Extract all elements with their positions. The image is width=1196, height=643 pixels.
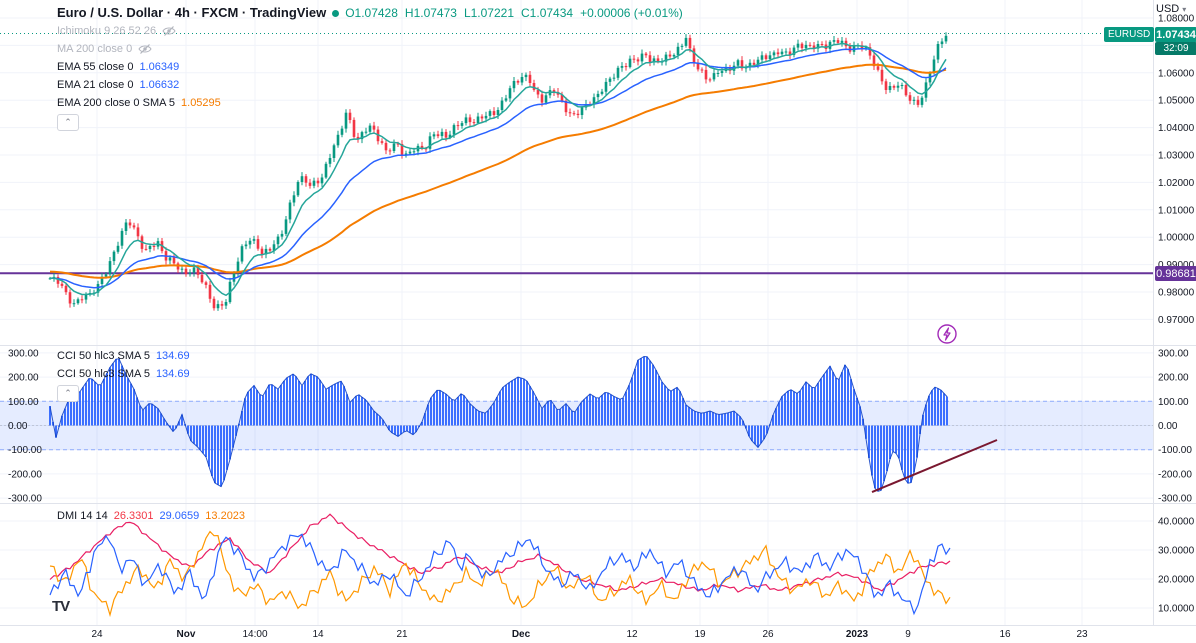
- svg-text:20.0000: 20.0000: [1158, 575, 1195, 586]
- svg-text:1.04000: 1.04000: [1158, 123, 1195, 134]
- svg-text:200.00: 200.00: [1158, 373, 1189, 384]
- svg-text:0.99000: 0.99000: [1158, 260, 1195, 271]
- currency-dropdown[interactable]: USD ▾: [1156, 3, 1186, 15]
- svg-text:1.01000: 1.01000: [1158, 205, 1195, 216]
- svg-text:16: 16: [999, 629, 1011, 640]
- dmi-minus-di-value: 13.2023: [205, 510, 246, 522]
- symbol-title-row[interactable]: Euro / U.S. Dollar · 4h · FXCM · Trading…: [57, 5, 683, 21]
- svg-text:12: 12: [626, 629, 638, 640]
- indicator-row-ema55[interactable]: EMA 55 close 0 1.06349: [57, 60, 683, 74]
- svg-text:100.00: 100.00: [1158, 397, 1189, 408]
- svg-text:14: 14: [312, 629, 324, 640]
- svg-text:19: 19: [694, 629, 706, 640]
- svg-text:1.08000: 1.08000: [1158, 14, 1195, 25]
- visibility-off-icon[interactable]: [162, 25, 176, 37]
- dmi-legend: DMI 14 14 26.3301 29.0659 13.2023: [57, 509, 245, 523]
- quick-trade-icon[interactable]: [936, 323, 958, 345]
- svg-text:21: 21: [396, 629, 408, 640]
- indicator-row-ichimoku[interactable]: Ichimoku 9 26 52 26: [57, 24, 683, 38]
- ema21-label: EMA 21 close 0: [57, 79, 134, 91]
- svg-text:-200.00: -200.00: [1158, 469, 1192, 480]
- currency-label: USD: [1156, 3, 1180, 15]
- last-price-badge: 1.07434: [1155, 27, 1196, 42]
- collapse-cci-pane-button[interactable]: ⌃: [57, 385, 79, 402]
- dmi-label: DMI 14 14: [57, 510, 108, 522]
- svg-text:23: 23: [1076, 629, 1088, 640]
- svg-text:-200.00: -200.00: [8, 469, 42, 480]
- cci-sma-label: CCI 50 hlc3 SMA 5: [57, 368, 150, 380]
- svg-text:10.0000: 10.0000: [1158, 604, 1195, 615]
- dmi-adx-value: 26.3301: [113, 510, 154, 522]
- svg-text:14:00: 14:00: [242, 629, 267, 640]
- cci-row-1[interactable]: CCI 50 hlc3 SMA 5 134.69: [57, 349, 190, 363]
- main-legend: Euro / U.S. Dollar · 4h · FXCM · Trading…: [57, 6, 683, 131]
- low-value: L1.07221: [463, 6, 515, 20]
- svg-text:200.00: 200.00: [8, 373, 39, 384]
- cci-legend: CCI 50 hlc3 SMA 5 134.69 CCI 50 hlc3 SMA…: [57, 349, 190, 402]
- ema55-value: 1.06349: [139, 61, 180, 73]
- ohlc-values: O1.07428 H1.07473 L1.07221 C1.07434 +0.0…: [345, 6, 683, 20]
- svg-text:0.97000: 0.97000: [1158, 315, 1195, 326]
- visibility-off-icon[interactable]: [138, 43, 152, 55]
- collapse-main-pane-button[interactable]: ⌃: [57, 114, 79, 131]
- change-value: +0.00006 (+0.01%): [580, 6, 683, 20]
- svg-text:9: 9: [905, 629, 911, 640]
- indicator-row-ema200[interactable]: EMA 200 close 0 SMA 5 1.05295: [57, 96, 683, 110]
- svg-text:-100.00: -100.00: [8, 445, 42, 456]
- symbol-price-label: EURUSD: [1104, 27, 1155, 42]
- symbol-title: Euro / U.S. Dollar · 4h · FXCM · Trading…: [57, 5, 327, 20]
- cci-value: 134.69: [155, 350, 190, 362]
- indicator-row-ema21[interactable]: EMA 21 close 0 1.06632: [57, 78, 683, 92]
- svg-text:30.0000: 30.0000: [1158, 546, 1195, 557]
- svg-text:Nov: Nov: [177, 629, 196, 640]
- svg-text:300.00: 300.00: [8, 348, 39, 359]
- svg-text:40.0000: 40.0000: [1158, 517, 1195, 528]
- svg-text:2023: 2023: [846, 629, 869, 640]
- svg-text:300.00: 300.00: [1158, 348, 1189, 359]
- svg-text:Dec: Dec: [512, 629, 531, 640]
- high-value: H1.07473: [404, 6, 457, 20]
- level-price-badge: 0.98681: [1155, 266, 1196, 281]
- cci-sma-value: 134.69: [155, 368, 190, 380]
- ema200-label: EMA 200 close 0 SMA 5: [57, 97, 176, 109]
- svg-text:0.00: 0.00: [8, 421, 28, 432]
- tradingview-logo-icon[interactable]: TV: [52, 598, 70, 615]
- svg-text:-300.00: -300.00: [8, 494, 42, 505]
- svg-text:-100.00: -100.00: [1158, 445, 1192, 456]
- close-value: C1.07434: [521, 6, 574, 20]
- ma200-label: MA 200 close 0: [57, 43, 133, 55]
- indicator-row-ma200[interactable]: MA 200 close 0: [57, 42, 683, 56]
- cci-label: CCI 50 hlc3 SMA 5: [57, 350, 150, 362]
- ema55-label: EMA 55 close 0: [57, 61, 134, 73]
- svg-text:100.00: 100.00: [8, 397, 39, 408]
- svg-text:1.06000: 1.06000: [1158, 68, 1195, 79]
- series-marker-icon: [332, 9, 340, 17]
- svg-text:0.98000: 0.98000: [1158, 288, 1195, 299]
- svg-text:-300.00: -300.00: [1158, 494, 1192, 505]
- svg-text:1.02000: 1.02000: [1158, 178, 1195, 189]
- svg-text:0.00: 0.00: [1158, 421, 1178, 432]
- dmi-row[interactable]: DMI 14 14 26.3301 29.0659 13.2023: [57, 509, 245, 523]
- ema21-value: 1.06632: [139, 79, 180, 91]
- cci-row-2[interactable]: CCI 50 hlc3 SMA 5 134.69: [57, 367, 190, 381]
- svg-text:1.00000: 1.00000: [1158, 233, 1195, 244]
- chevron-down-icon: ▾: [1182, 4, 1187, 14]
- bar-countdown-badge: 32:09: [1155, 42, 1196, 55]
- open-value: O1.07428: [345, 6, 398, 20]
- svg-text:1.03000: 1.03000: [1158, 151, 1195, 162]
- svg-text:1.05000: 1.05000: [1158, 96, 1195, 107]
- svg-text:24: 24: [91, 629, 103, 640]
- svg-text:26: 26: [762, 629, 774, 640]
- dmi-plus-di-value: 29.0659: [159, 510, 200, 522]
- ema200-value: 1.05295: [181, 97, 221, 109]
- ichimoku-label: Ichimoku 9 26 52 26: [57, 25, 157, 37]
